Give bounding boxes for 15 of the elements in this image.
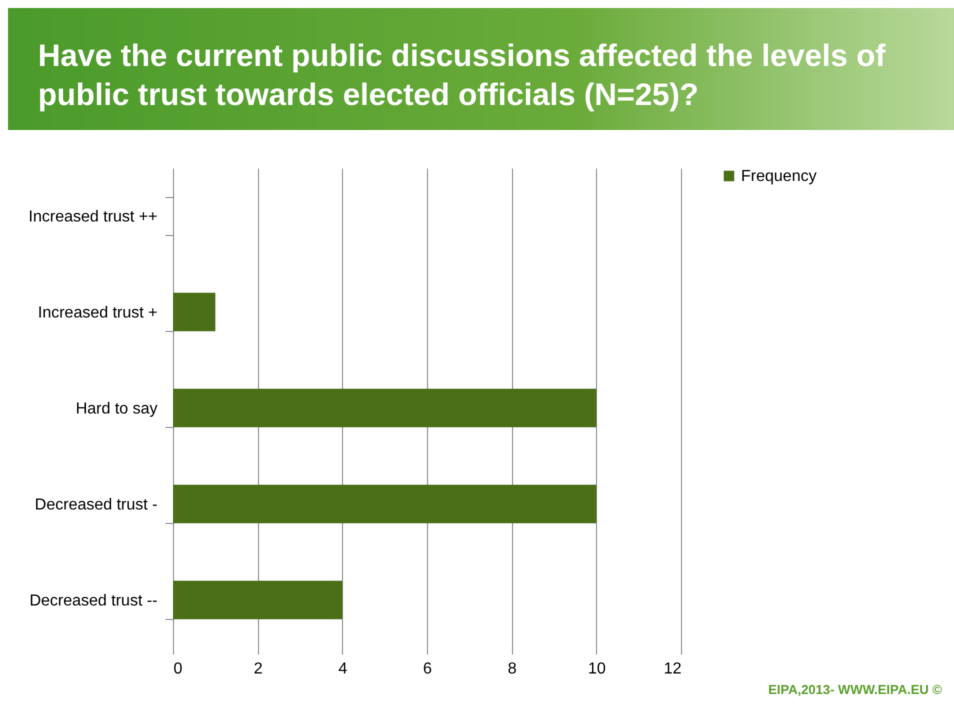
y-tick-label: Increased trust ++ bbox=[28, 208, 158, 226]
x-tick-label: 10 bbox=[588, 660, 606, 678]
x-tick-label: 0 bbox=[174, 660, 182, 678]
chart-title: Have the current public discussions affected the levels of public trust towards elected officials (N=25)? bbox=[8, 8, 954, 130]
x-tick-label: 2 bbox=[254, 660, 263, 678]
x-tick-label: 6 bbox=[423, 660, 432, 678]
y-tick-label: Increased trust + bbox=[38, 304, 158, 322]
y-tick-label: Decreased trust - bbox=[34, 496, 158, 514]
legend-label: Frequency bbox=[741, 168, 817, 185]
text: EIPA,2013- WWW.EIPA.EU © bbox=[768, 682, 942, 697]
y-tick-label: Decreased trust -- bbox=[29, 592, 158, 610]
y-tick-label: Hard to say bbox=[76, 400, 158, 418]
x-tick-label: 8 bbox=[508, 660, 517, 678]
x-tick-label: 4 bbox=[338, 660, 348, 678]
x-tick-label: 12 bbox=[664, 660, 682, 678]
